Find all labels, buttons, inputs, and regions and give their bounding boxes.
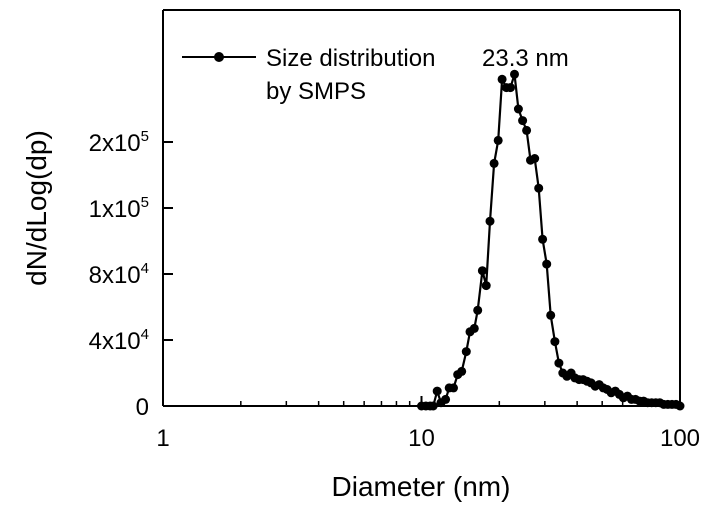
data-point bbox=[518, 116, 528, 126]
y-axis-title: dN/dLog(dp) bbox=[21, 130, 52, 286]
data-point bbox=[489, 158, 499, 168]
data-point bbox=[550, 337, 560, 347]
y-tick-label: 4x104 bbox=[89, 326, 149, 355]
x-tick-label: 100 bbox=[660, 425, 700, 452]
data-point bbox=[510, 69, 519, 79]
x-tick-label: 10 bbox=[408, 425, 435, 452]
data-point bbox=[473, 305, 483, 315]
y-tick-label: 1x105 bbox=[89, 194, 149, 223]
data-point bbox=[432, 386, 442, 396]
data-point bbox=[675, 401, 685, 411]
data-point bbox=[461, 347, 471, 357]
data-point bbox=[497, 74, 507, 84]
data-point bbox=[538, 234, 548, 244]
y-tick-label: 8x104 bbox=[89, 260, 149, 289]
data-point bbox=[485, 216, 495, 226]
data-point bbox=[506, 83, 515, 93]
data-point bbox=[493, 135, 503, 145]
data-point bbox=[534, 183, 544, 193]
data-point bbox=[481, 281, 491, 291]
data-point bbox=[542, 259, 552, 269]
series-line bbox=[421, 73, 681, 408]
data-point bbox=[554, 358, 564, 368]
data-point bbox=[530, 154, 540, 163]
x-axis-title: Diameter (nm) bbox=[332, 471, 511, 502]
ticks-layer: 1 10 100 0 4x104 8x104 1x105 2x105 bbox=[89, 128, 700, 452]
data-point bbox=[441, 394, 451, 404]
data-layer bbox=[417, 69, 685, 411]
data-point bbox=[477, 266, 487, 276]
y-tick-label: 0 bbox=[136, 394, 149, 421]
legend-marker bbox=[214, 52, 224, 62]
data-point bbox=[457, 366, 467, 376]
y-tick-label: 2x105 bbox=[89, 128, 149, 157]
data-point bbox=[513, 104, 523, 114]
x-tick-label: 1 bbox=[156, 425, 169, 452]
data-point bbox=[522, 125, 532, 135]
legend-label-line-1: Size distribution bbox=[266, 45, 435, 72]
data-point bbox=[449, 383, 458, 393]
data-point bbox=[546, 310, 556, 320]
data-point bbox=[428, 401, 438, 411]
legend: Size distribution by SMPS bbox=[182, 45, 435, 105]
legend-label-line-2: by SMPS bbox=[266, 78, 366, 105]
peak-annotation: 23.3 nm bbox=[482, 45, 569, 72]
data-point bbox=[469, 323, 479, 333]
